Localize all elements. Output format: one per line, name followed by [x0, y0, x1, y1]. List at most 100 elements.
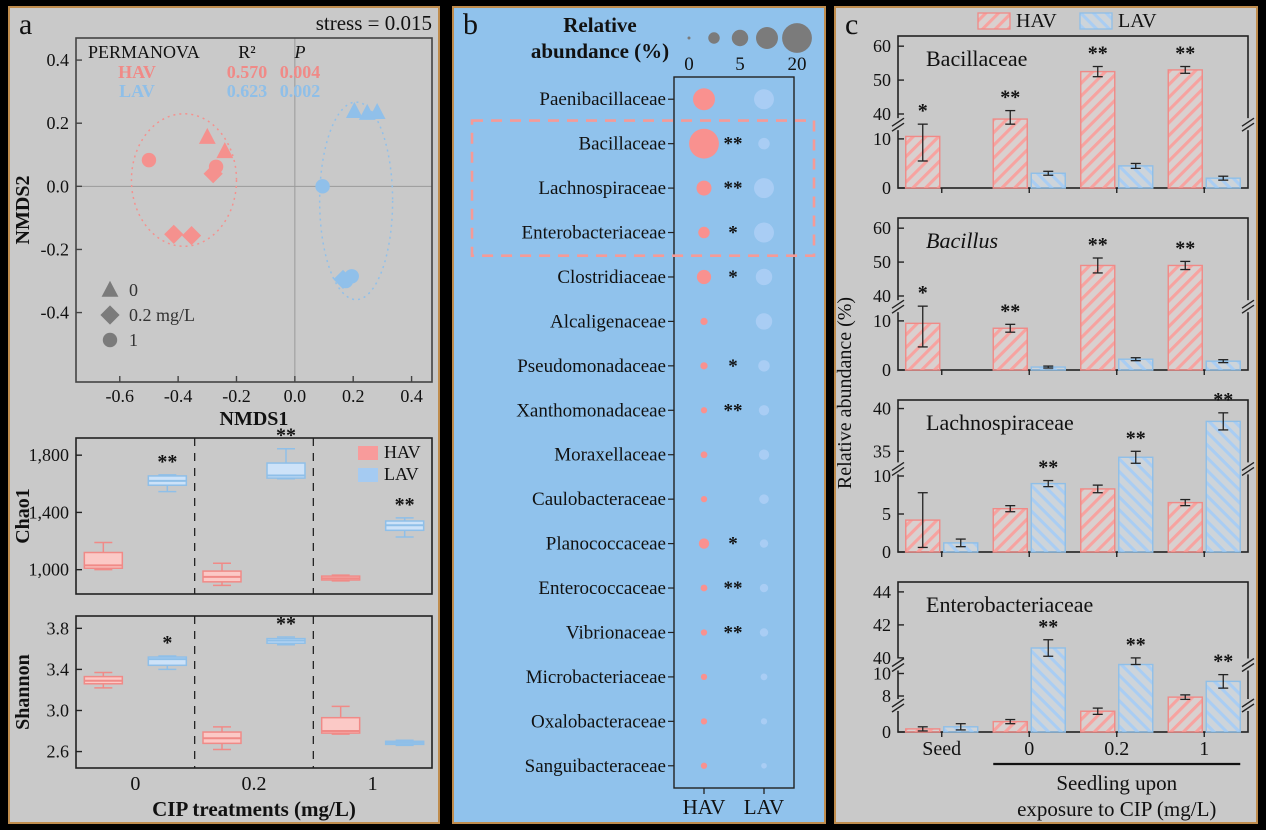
- legend-circle-icon: [102, 332, 118, 348]
- bar-frame: [897, 581, 1249, 733]
- family-label: Clostridiaceae: [557, 267, 666, 288]
- significance-label: *: [162, 632, 172, 654]
- permanova-row-p: 0.002: [280, 81, 321, 101]
- y-tick-label: 60: [873, 218, 891, 238]
- x-category-label: Seed: [922, 738, 961, 760]
- legend-label: HAV: [1016, 10, 1057, 32]
- bar-frame: [897, 35, 1249, 189]
- box-frame: [75, 615, 433, 769]
- y-tick-label: 50: [873, 252, 891, 272]
- nmds-point-lav: [315, 179, 330, 194]
- significance-label: **: [276, 613, 296, 635]
- axis-break-mark: [1241, 461, 1255, 471]
- y-tick-label: 0: [882, 542, 891, 562]
- x-group-label: 0.2: [242, 773, 267, 795]
- significance-label: **: [1000, 87, 1020, 109]
- bubble-hav: [700, 451, 708, 459]
- x-category-label: 1: [1199, 738, 1209, 760]
- panel-c-label: c: [845, 8, 859, 41]
- y-tick-label: 10: [873, 311, 891, 331]
- y-tick-label: -0.2: [41, 239, 70, 259]
- family-label: Vibrionaceae: [566, 622, 666, 643]
- bubble-lav: [754, 222, 774, 243]
- bar-hav: [1167, 696, 1203, 733]
- family-label: Xanthomonadaceae: [516, 400, 666, 421]
- y-tick-label: 1,400: [29, 502, 70, 522]
- bar-frame: [897, 217, 1249, 371]
- axis-break-mark: [1241, 122, 1255, 132]
- stress-annotation: stress = 0.015: [316, 11, 432, 35]
- significance-label: **: [1126, 427, 1146, 449]
- bubble-hav: [700, 629, 708, 636]
- size-legend-label: 5: [735, 54, 745, 75]
- x-group-label: 0: [130, 773, 140, 795]
- legend-swatch-hav: [977, 12, 1011, 30]
- nmds-frame: [75, 37, 433, 383]
- chart-title: Enterobacteriaceae: [926, 592, 1093, 617]
- axis-break-gap: [895, 699, 901, 711]
- bar-hav: [1167, 501, 1203, 553]
- y-tick-label: 10: [873, 466, 891, 486]
- axis-break-mark: [1241, 299, 1255, 309]
- permanova-row-r2: 0.623: [227, 81, 268, 101]
- axis-break-gap: [1245, 462, 1251, 475]
- y-tick-label: 35: [873, 441, 891, 461]
- x-group-label: 1: [368, 773, 378, 795]
- y-axis-title: Chao1: [12, 488, 34, 544]
- significance-label: *: [728, 356, 738, 377]
- column-label: LAV: [744, 795, 784, 819]
- y-tick-label: 0: [882, 178, 891, 198]
- x-tick-label: -0.4: [164, 386, 193, 406]
- nmds-point-hav: [203, 164, 223, 184]
- axis-break-mark: [891, 117, 905, 127]
- legend-triangle-icon: [101, 280, 119, 297]
- size-legend-circle: [708, 32, 720, 44]
- y-tick-label: 8: [882, 686, 891, 706]
- axis-break-gap: [1245, 300, 1251, 313]
- family-label: Caulobacteraceae: [532, 489, 666, 510]
- y-axis-title: Shannon: [12, 654, 34, 730]
- bubble-hav: [700, 362, 708, 370]
- x-tick-label: -0.6: [106, 386, 135, 406]
- bar-hav: [1080, 70, 1116, 189]
- box: [147, 656, 188, 667]
- panel-c-bar-charts: c HAV LAV Relative abundance (%) 0 10 40 50 60 B…: [834, 6, 1258, 824]
- bar-hav: [992, 327, 1028, 371]
- family-label: Enterobacteriaceae: [522, 223, 667, 244]
- bubble-hav: [700, 317, 708, 326]
- panel-a-charts: stress = 0.015 -0.6 -0.4 -0.2 0.0 0.2 0.4 0.4 0.…: [12, 11, 433, 821]
- axis-break-gap: [895, 118, 901, 131]
- bubble-hav: [700, 673, 708, 681]
- axis-break-mark: [891, 662, 905, 673]
- bubble-hav: [700, 762, 708, 769]
- panel-b-bubble-plot: b Relative abundance (%) 0 5 20 Paenibacillac…: [452, 6, 826, 824]
- permanova-row-p: 0.004: [280, 62, 321, 82]
- bubble-lav: [754, 178, 774, 199]
- x-axis-caption: exposure to CIP (mg/L): [1017, 797, 1216, 821]
- significance-label: **: [276, 425, 296, 447]
- bubble-hav: [693, 88, 715, 111]
- box: [83, 551, 124, 569]
- axis-break-mark: [1241, 466, 1255, 476]
- significance-label: **: [157, 451, 177, 473]
- permanova-col-r2: R²: [238, 42, 255, 62]
- legend-label: LAV: [1118, 10, 1157, 32]
- bar-hav: [1080, 264, 1116, 371]
- y-tick-label: 3.0: [47, 700, 70, 720]
- y-tick-label: 2.6: [47, 742, 70, 762]
- bubble-lav: [759, 539, 769, 548]
- family-label: Bacillaceae: [578, 134, 666, 155]
- bar-lav: [1030, 647, 1066, 733]
- axis-break-mark: [891, 657, 905, 668]
- x-axis-caption: Seedling upon: [1056, 771, 1177, 795]
- y-tick-label: 0.2: [47, 113, 70, 133]
- y-tick-label: 3.4: [47, 659, 70, 679]
- bubble-hav: [700, 584, 708, 592]
- significance-label: *: [728, 223, 738, 244]
- legend-label: LAV: [384, 464, 419, 484]
- axis-break-mark: [1241, 117, 1255, 127]
- significance-label: *: [918, 282, 928, 304]
- bubble-lav: [758, 449, 770, 460]
- bubble-lav: [760, 718, 768, 725]
- box-frame: [75, 437, 433, 595]
